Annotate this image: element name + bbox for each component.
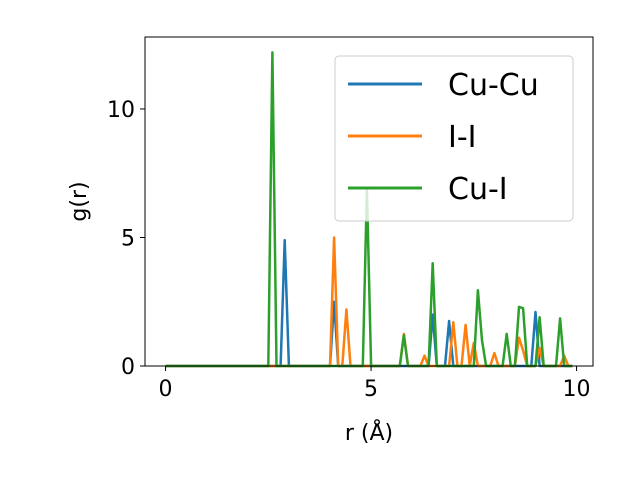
legend-label: I-I [448,120,477,155]
x-tick-label: 10 [563,377,591,402]
y-tick-label: 10 [107,98,135,123]
y-axis-label: g(r) [67,181,92,221]
x-axis-label: r (Å) [345,419,393,446]
plot-frame [144,36,594,367]
x-axis: 0 5 10 [159,366,591,402]
x-tick-label: 0 [159,377,173,402]
y-tick-label: 5 [121,226,135,251]
legend-box [334,55,574,222]
y-tick-label: 0 [121,355,135,380]
y-axis: 0 5 10 [107,98,145,380]
legend-label: Cu-Cu [448,68,539,103]
legend-label: Cu-I [448,172,508,207]
legend: Cu-Cu I-I Cu-I [334,55,574,222]
x-tick-label: 5 [364,377,378,402]
series-line-1 [165,238,573,368]
